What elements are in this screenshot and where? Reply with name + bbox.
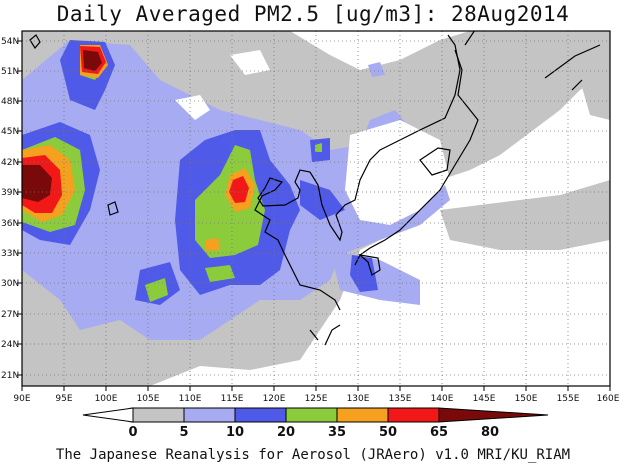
lat-label: 21N xyxy=(1,371,19,381)
lon-label: 135E xyxy=(389,394,412,404)
lon-label: 105E xyxy=(137,394,160,404)
lon-label: 115E xyxy=(221,394,244,404)
clean-air-regions xyxy=(175,50,450,225)
axis-ticks xyxy=(17,40,611,391)
colorbar-swatch xyxy=(285,407,338,423)
lat-label: 30N xyxy=(1,279,19,289)
colorbar-labels: 0 5 10 20 35 50 65 80 xyxy=(128,425,499,440)
colorbar-label: 35 xyxy=(328,425,346,440)
lat-label: 36N xyxy=(1,219,19,229)
lon-label: 120E xyxy=(263,394,286,404)
colorbar-swatch xyxy=(183,407,236,423)
colorbar xyxy=(82,407,549,423)
lon-label: 155E xyxy=(557,394,580,404)
lon-label: 150E xyxy=(515,394,538,404)
lat-label: 54N xyxy=(1,37,19,47)
lat-label: 42N xyxy=(1,158,19,168)
lat-label: 39N xyxy=(1,188,19,198)
colorbar-upper-arrow xyxy=(438,407,549,423)
level-80-plus xyxy=(22,50,102,202)
lat-label: 33N xyxy=(1,249,19,259)
lat-label: 51N xyxy=(1,67,19,77)
lat-label: 45N xyxy=(1,127,19,137)
colorbar-swatch xyxy=(132,407,185,423)
colorbar-swatch xyxy=(336,407,389,423)
lat-label: 48N xyxy=(1,97,19,107)
colorbar-swatch xyxy=(83,408,133,422)
latitude-labels: 54N 51N 48N 45N 42N 39N 36N 33N 30N 27N … xyxy=(1,37,19,381)
lon-label: 160E xyxy=(597,394,620,404)
lon-label: 100E xyxy=(95,394,118,404)
colorbar-label: 20 xyxy=(277,425,295,440)
lon-label: 110E xyxy=(179,394,202,404)
colorbar-swatch xyxy=(387,407,440,423)
lon-label: 140E xyxy=(431,394,454,404)
lon-label: 125E xyxy=(305,394,328,404)
lon-label: 95E xyxy=(55,394,72,404)
lat-label: 24N xyxy=(1,340,19,350)
lon-label: 130E xyxy=(347,394,370,404)
lat-label: 27N xyxy=(1,310,19,320)
colorbar-label: 10 xyxy=(226,425,244,440)
colorbar-label: 5 xyxy=(179,425,188,440)
concentration-field xyxy=(22,31,610,386)
lon-label: 145E xyxy=(473,394,496,404)
map-title: Daily Averaged PM2.5 [ug/m3]: 28Aug2014 xyxy=(56,2,570,26)
colorbar-label: 0 xyxy=(128,425,137,440)
colorbar-label: 80 xyxy=(481,425,499,440)
colorbar-swatch xyxy=(234,407,287,423)
longitude-labels: 90E 95E 100E 105E 110E 115E 120E 125E 13… xyxy=(13,394,619,404)
credit-text: The Japanese Reanalysis for Aerosol (JRA… xyxy=(55,447,571,463)
colorbar-label: 50 xyxy=(379,425,397,440)
colorbar-label: 65 xyxy=(430,425,448,440)
lon-label: 90E xyxy=(13,394,30,404)
